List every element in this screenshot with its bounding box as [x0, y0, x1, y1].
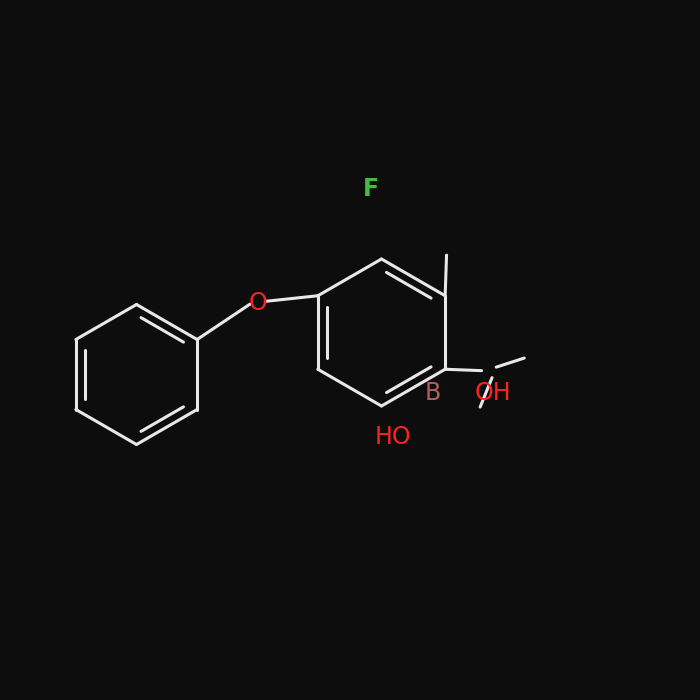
Text: OH: OH	[475, 382, 511, 405]
Text: O: O	[248, 291, 267, 315]
Text: F: F	[363, 177, 379, 201]
Text: B: B	[424, 382, 441, 405]
Text: HO: HO	[375, 426, 412, 449]
